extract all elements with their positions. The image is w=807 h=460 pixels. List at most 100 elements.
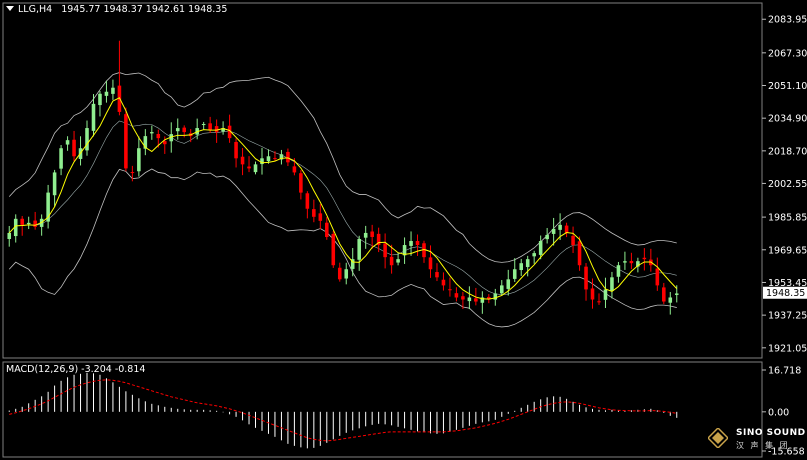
candle-body bbox=[525, 259, 530, 267]
candle-body bbox=[623, 261, 627, 263]
candle-body bbox=[448, 289, 452, 291]
candle-body bbox=[253, 164, 258, 173]
candle-body bbox=[499, 285, 504, 294]
price-tick-label: 1921.05 bbox=[768, 343, 807, 354]
candle-body bbox=[331, 233, 336, 266]
price-tick-label: 2067.30 bbox=[768, 48, 807, 59]
candle-body bbox=[402, 245, 407, 256]
candle-body bbox=[266, 156, 271, 162]
candle-body bbox=[98, 93, 102, 106]
candle-body bbox=[409, 241, 413, 246]
price-tick-label: 2002.55 bbox=[768, 179, 807, 190]
candle-body bbox=[20, 218, 24, 225]
chart-frame bbox=[2, 2, 763, 458]
macd-tick-label: 0.00 bbox=[768, 407, 789, 418]
candle-body bbox=[584, 266, 588, 290]
macd-label: MACD(12,26,9) -3.204 -0.814 bbox=[6, 364, 146, 375]
candle-body bbox=[415, 240, 420, 246]
ma-line bbox=[8, 97, 678, 300]
candle-body bbox=[279, 154, 284, 160]
price-tick-label: 1985.85 bbox=[768, 213, 807, 224]
candle-body bbox=[85, 128, 89, 151]
bollinger-bands bbox=[8, 72, 677, 328]
candle-body bbox=[454, 293, 459, 298]
candle-body bbox=[674, 293, 679, 295]
logo-diamond-icon bbox=[708, 428, 728, 448]
candle-body bbox=[150, 132, 154, 134]
candle-body bbox=[376, 233, 381, 246]
candle-body bbox=[350, 259, 355, 269]
candle-body bbox=[441, 279, 446, 286]
candle-body bbox=[162, 141, 167, 145]
current-price-box bbox=[763, 286, 807, 299]
candle-body bbox=[467, 297, 472, 302]
candle-body bbox=[577, 241, 582, 266]
lower-band bbox=[8, 168, 677, 328]
logo-name: SINO SOUND bbox=[736, 428, 806, 438]
candlesticks bbox=[7, 40, 679, 315]
candle-body bbox=[91, 103, 96, 131]
candle-body bbox=[558, 224, 562, 230]
macd-tick-label: 16.718 bbox=[768, 366, 801, 377]
candle-body bbox=[662, 287, 666, 302]
candle-body bbox=[493, 293, 498, 300]
price-tick-label: 1953.45 bbox=[768, 278, 807, 289]
candle-body bbox=[59, 148, 63, 169]
price-tick-label: 2051.10 bbox=[768, 81, 807, 92]
candle-body bbox=[312, 209, 316, 217]
candle-body bbox=[169, 134, 174, 142]
dropdown-triangle-icon[interactable] bbox=[6, 6, 14, 11]
candle-body bbox=[182, 127, 187, 133]
candle-body bbox=[325, 222, 329, 237]
candle-body bbox=[292, 166, 297, 173]
candle-body bbox=[344, 269, 349, 279]
candle-body bbox=[512, 269, 517, 279]
candle-body bbox=[247, 166, 251, 169]
candle-body bbox=[538, 241, 543, 255]
candle-body bbox=[46, 192, 50, 222]
candle-body bbox=[65, 140, 70, 145]
candle-body bbox=[435, 272, 439, 278]
candle-body bbox=[201, 124, 206, 126]
candle-body bbox=[487, 296, 491, 300]
symbol-label: LLG,H4 bbox=[18, 4, 53, 15]
candle-body bbox=[124, 114, 128, 169]
candle-body bbox=[428, 257, 433, 270]
candle-body bbox=[221, 128, 225, 132]
price-tick-label: 2083.95 bbox=[768, 15, 807, 26]
candle-body bbox=[655, 268, 660, 286]
candle-body bbox=[551, 228, 556, 234]
candle-body bbox=[299, 173, 303, 193]
candle-body bbox=[286, 151, 290, 163]
candle-body bbox=[480, 297, 485, 303]
logo-subtitle: 汉 声 集 团 bbox=[736, 441, 790, 450]
candle-body bbox=[7, 232, 12, 239]
candle-body bbox=[137, 148, 141, 172]
candle-body bbox=[636, 261, 640, 267]
ohlc-values: 1945.77 1948.37 1942.61 1948.35 bbox=[61, 4, 228, 15]
macd-axis: 16.718 0.00 -15.658 bbox=[762, 366, 805, 458]
macd-histogram bbox=[8, 372, 678, 449]
macd-signal-line bbox=[9, 379, 677, 442]
candle-body bbox=[72, 139, 76, 157]
candle-body bbox=[130, 172, 135, 174]
candle-body bbox=[104, 91, 109, 96]
candle-body bbox=[143, 136, 148, 149]
price-axis: 2083.95 2067.30 2051.10 2034.90 2018.70 2002.… bbox=[762, 15, 807, 354]
candle-body bbox=[603, 289, 608, 300]
candle-body bbox=[305, 193, 310, 209]
candle-body bbox=[175, 128, 180, 132]
candle-body bbox=[474, 298, 478, 302]
price-tick-label: 2018.70 bbox=[768, 146, 807, 157]
price-tick-label: 1937.25 bbox=[768, 311, 807, 322]
candle-body bbox=[318, 213, 323, 221]
current-price-label: 1948.35 bbox=[766, 288, 805, 299]
chart-header: LLG,H4 1945.77 1948.37 1942.61 1948.35 bbox=[6, 4, 227, 15]
candle-body bbox=[370, 231, 374, 237]
price-tick-label: 2034.90 bbox=[768, 114, 807, 125]
candle-body bbox=[337, 267, 342, 280]
candle-body bbox=[13, 218, 18, 237]
candle-body bbox=[597, 301, 601, 303]
candle-body bbox=[564, 225, 569, 233]
candle-body bbox=[396, 259, 400, 263]
